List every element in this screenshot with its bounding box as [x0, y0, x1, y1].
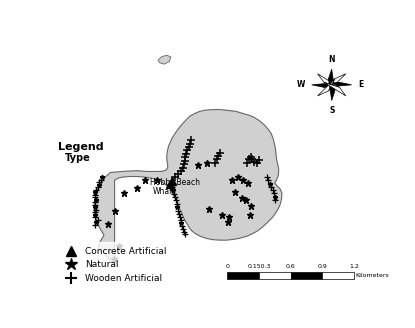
Bar — [290, 272, 322, 279]
Polygon shape — [317, 79, 335, 96]
Text: Type: Type — [65, 153, 90, 163]
Text: W: W — [296, 80, 305, 89]
Polygon shape — [324, 82, 352, 87]
Bar — [227, 272, 259, 279]
Polygon shape — [329, 69, 335, 91]
Polygon shape — [312, 82, 339, 87]
Legend: Concrete Artificial, Natural, Wooden Artificial: Concrete Artificial, Natural, Wooden Art… — [60, 242, 171, 287]
Polygon shape — [329, 79, 335, 100]
Text: S: S — [329, 106, 334, 115]
Text: Wharf: Wharf — [153, 187, 176, 195]
Polygon shape — [329, 74, 346, 91]
Bar — [259, 272, 290, 279]
Text: E: E — [359, 80, 364, 89]
Text: Legend: Legend — [58, 142, 104, 152]
Polygon shape — [317, 74, 339, 87]
Polygon shape — [94, 110, 282, 265]
Polygon shape — [158, 55, 171, 64]
Text: Kilometers: Kilometers — [356, 273, 390, 278]
Text: N: N — [328, 55, 335, 64]
Text: 0.150.3: 0.150.3 — [247, 264, 271, 269]
Bar — [322, 272, 354, 279]
Text: Hobbs Beach: Hobbs Beach — [150, 178, 200, 187]
Text: 0.9: 0.9 — [317, 264, 327, 269]
Text: 0.6: 0.6 — [286, 264, 295, 269]
Text: 1.2: 1.2 — [349, 264, 359, 269]
Polygon shape — [324, 82, 346, 96]
Text: 0: 0 — [225, 264, 229, 269]
